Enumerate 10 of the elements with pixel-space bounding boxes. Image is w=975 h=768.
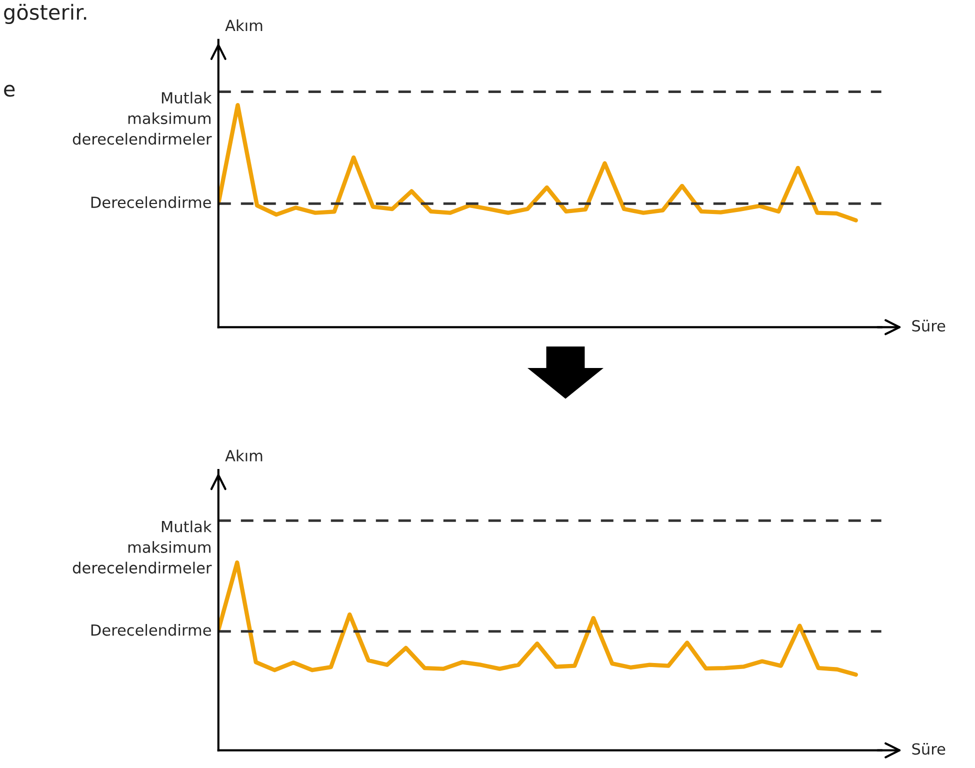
ref-line-label: Mutlak maksimum derecelendirmeler — [72, 92, 212, 145]
text: e — [4, 84, 15, 97]
y-axis-title: Akım — [225, 450, 262, 462]
x-axis-title: Süre — [912, 320, 946, 332]
ref-line-label: Mutlak maksimum derecelendirmeler — [72, 520, 212, 574]
ref-line-label: Derecelendirme — [91, 196, 211, 208]
text: gösterir. — [4, 4, 86, 24]
y-axis-title: Akım — [225, 19, 262, 32]
x-axis-title: Süre — [912, 742, 946, 755]
ref-line-label: Derecelendirme — [91, 624, 211, 636]
